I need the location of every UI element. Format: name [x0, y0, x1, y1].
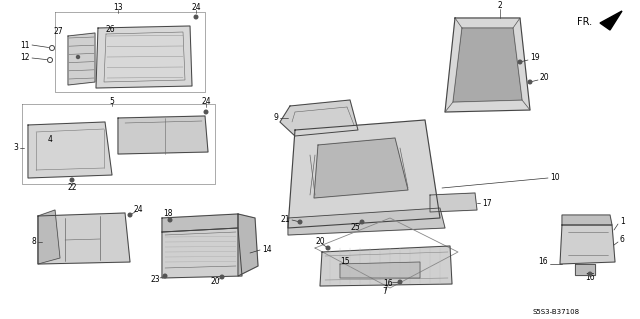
- Polygon shape: [38, 213, 130, 264]
- Text: FR.: FR.: [577, 17, 592, 27]
- Circle shape: [528, 80, 532, 84]
- Polygon shape: [562, 215, 612, 225]
- Text: 11: 11: [20, 41, 30, 49]
- Text: 9: 9: [273, 114, 278, 122]
- Text: 18: 18: [163, 210, 173, 219]
- Polygon shape: [96, 26, 192, 88]
- Circle shape: [220, 275, 224, 279]
- Polygon shape: [68, 33, 95, 85]
- Polygon shape: [575, 264, 595, 275]
- Polygon shape: [340, 262, 420, 278]
- Polygon shape: [28, 122, 112, 178]
- Circle shape: [70, 178, 74, 182]
- Text: 22: 22: [67, 183, 77, 192]
- Text: 2: 2: [498, 2, 502, 11]
- Text: 8: 8: [31, 238, 36, 247]
- Text: 25: 25: [350, 224, 360, 233]
- Circle shape: [518, 60, 522, 64]
- Polygon shape: [453, 28, 522, 102]
- Text: 14: 14: [262, 246, 271, 255]
- Circle shape: [128, 213, 132, 217]
- Polygon shape: [320, 246, 452, 286]
- Polygon shape: [162, 214, 238, 232]
- Circle shape: [326, 246, 330, 250]
- Polygon shape: [38, 210, 60, 264]
- Text: 16: 16: [538, 257, 548, 266]
- Circle shape: [194, 15, 198, 19]
- Circle shape: [360, 220, 364, 224]
- Circle shape: [77, 56, 79, 58]
- Text: 27: 27: [53, 27, 63, 36]
- Text: 1: 1: [620, 218, 625, 226]
- Circle shape: [49, 46, 54, 50]
- Polygon shape: [600, 11, 622, 30]
- Circle shape: [47, 57, 52, 63]
- Circle shape: [298, 220, 302, 224]
- Circle shape: [588, 272, 592, 276]
- Text: 13: 13: [113, 4, 123, 12]
- Text: 19: 19: [530, 54, 540, 63]
- Circle shape: [398, 280, 402, 284]
- Text: 24: 24: [201, 97, 211, 106]
- Text: 16: 16: [585, 273, 595, 283]
- Text: 7: 7: [383, 287, 387, 296]
- Text: 24: 24: [191, 4, 201, 12]
- Polygon shape: [238, 214, 258, 276]
- Text: 6: 6: [620, 235, 625, 244]
- Text: 20: 20: [540, 73, 550, 83]
- Polygon shape: [560, 225, 615, 264]
- Text: 16: 16: [383, 278, 393, 287]
- Circle shape: [204, 110, 208, 114]
- Polygon shape: [118, 116, 208, 154]
- Text: 15: 15: [340, 257, 350, 266]
- Polygon shape: [162, 228, 242, 278]
- Text: 5: 5: [109, 97, 115, 106]
- Polygon shape: [445, 18, 530, 112]
- Polygon shape: [430, 193, 477, 212]
- Circle shape: [168, 218, 172, 222]
- Polygon shape: [288, 208, 445, 235]
- Polygon shape: [288, 120, 440, 228]
- Text: 20: 20: [210, 278, 220, 286]
- Text: 17: 17: [482, 198, 492, 207]
- Text: 26: 26: [105, 26, 115, 34]
- Circle shape: [163, 274, 167, 278]
- Polygon shape: [280, 100, 358, 136]
- Text: S5S3-B37108: S5S3-B37108: [533, 309, 580, 315]
- Text: 24: 24: [133, 205, 143, 214]
- Text: 3: 3: [13, 144, 18, 152]
- Text: 20: 20: [315, 238, 325, 247]
- Text: 12: 12: [20, 54, 30, 63]
- Text: 4: 4: [47, 136, 52, 145]
- Text: 21: 21: [280, 216, 290, 225]
- Polygon shape: [314, 138, 408, 198]
- Text: 23: 23: [150, 276, 160, 285]
- Text: 10: 10: [550, 174, 559, 182]
